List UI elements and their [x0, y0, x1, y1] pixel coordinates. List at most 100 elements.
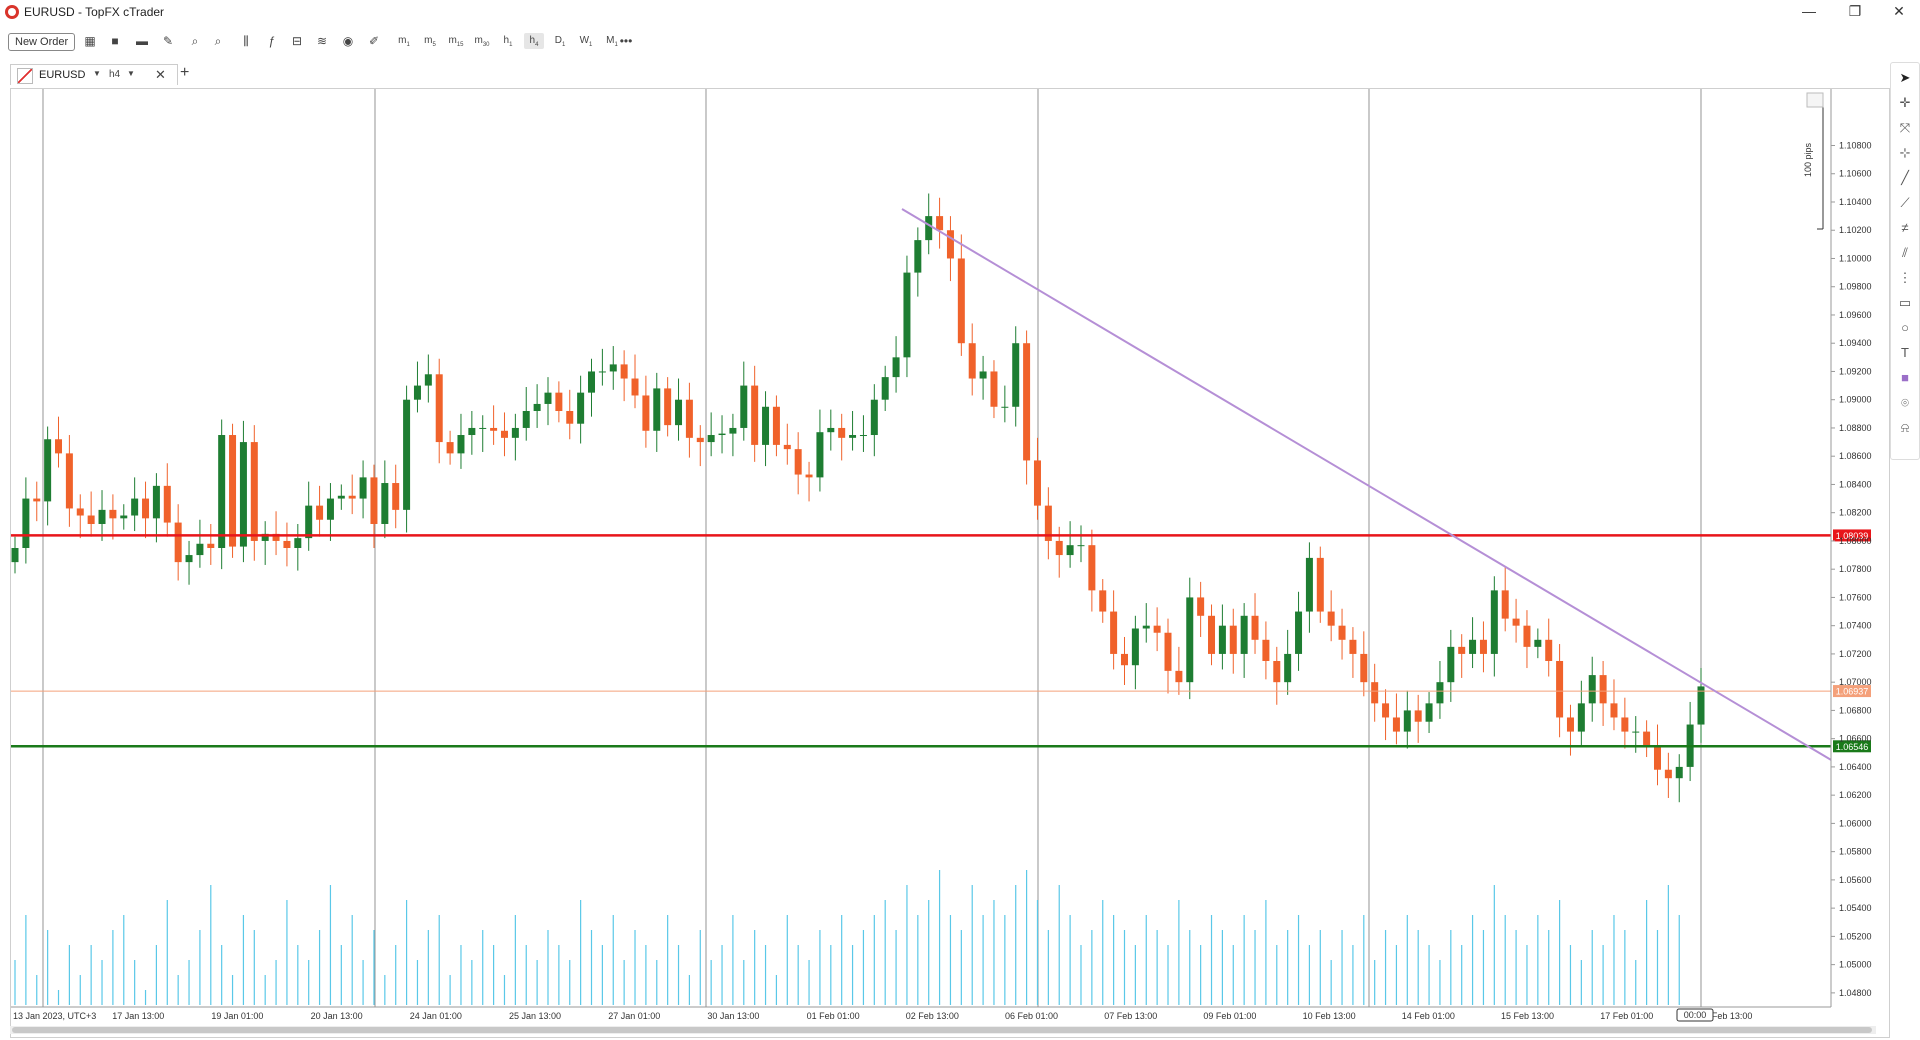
candle-body	[22, 498, 30, 548]
tab-close-icon[interactable]: ✕	[155, 67, 166, 82]
candle-body	[555, 392, 563, 412]
drawing-edit-icon[interactable]: ✐	[368, 34, 380, 48]
candle-body	[968, 343, 976, 379]
more-options-icon[interactable]: •••	[619, 34, 633, 48]
candle-body	[152, 485, 160, 519]
time-tick-label: 06 Feb 01:00	[1005, 1011, 1058, 1021]
candle-body	[435, 374, 443, 443]
cursor-icon[interactable]: ➤	[1899, 70, 1911, 85]
layers-icon[interactable]: ≋	[316, 34, 328, 48]
grid-icon[interactable]: ⋮	[1898, 270, 1912, 285]
price-tick-label: 1.06000	[1839, 818, 1872, 828]
pip-ruler-label: 100 pips	[1803, 142, 1813, 177]
timeframe-D1-button[interactable]: D1	[554, 35, 566, 48]
candle-body	[316, 505, 324, 520]
candle-body	[522, 411, 530, 428]
crosshair-icon[interactable]: ✛	[1899, 95, 1911, 110]
candle-body	[326, 498, 334, 520]
timeframe-dropdown-icon[interactable]: ▼	[127, 69, 135, 78]
candle-body	[511, 427, 519, 438]
pointer-icon[interactable]: ⊹	[1899, 145, 1911, 160]
time-tick-label: 17 Jan 13:00	[112, 1011, 164, 1021]
circle-icon[interactable]: ○	[1901, 320, 1909, 335]
trendline-icon[interactable]: ╱	[1901, 170, 1909, 185]
timeframe-m5-button[interactable]: m5	[424, 35, 436, 48]
time-tick-label: 13 Jan 2023, UTC+3	[13, 1011, 96, 1021]
price-tick-label: 1.09600	[1839, 310, 1872, 320]
chart-type-icon[interactable]: ⫼	[243, 34, 249, 48]
close-button[interactable]: ✕	[1893, 3, 1905, 19]
timeframe-m15-button[interactable]: m15	[448, 35, 464, 48]
timeframe-m1-button[interactable]: m1	[398, 35, 410, 48]
camera-icon[interactable]: ⌾	[1901, 395, 1909, 410]
candle-body	[1447, 646, 1455, 683]
eye-icon[interactable]: ◉	[342, 34, 354, 48]
time-tick-label: 01 Feb 01:00	[807, 1011, 860, 1021]
price-tick-label: 1.08000	[1839, 536, 1872, 546]
layout-grid-icon[interactable]: ▦	[84, 34, 96, 48]
candle-body	[1240, 615, 1248, 654]
candle-body	[1436, 682, 1444, 704]
scrollbar-thumb[interactable]	[12, 1027, 1872, 1033]
candle-body	[1523, 625, 1531, 647]
time-tick-label: 02 Feb 13:00	[906, 1011, 959, 1021]
chart-scrollbar[interactable]	[10, 1026, 1876, 1034]
zoom-in-icon[interactable]: ⌕	[191, 34, 199, 48]
candle-body	[816, 432, 824, 478]
zoom-icon[interactable]: ⤧	[1899, 120, 1911, 135]
candle-body	[1621, 717, 1629, 732]
time-tick-label: 30 Jan 13:00	[707, 1011, 759, 1021]
single-chart-icon[interactable]: ■	[111, 34, 119, 48]
candle-body	[979, 371, 987, 379]
candle-body	[185, 555, 193, 563]
minimize-button[interactable]: —	[1802, 3, 1816, 19]
candle-body	[1469, 639, 1477, 654]
price-tick-label: 1.07600	[1839, 592, 1872, 602]
ray-icon[interactable]: ⟋	[1900, 195, 1910, 210]
candle-body	[1273, 660, 1281, 683]
add-tab-button[interactable]: +	[180, 64, 190, 81]
candle-body	[1675, 766, 1683, 779]
new-order-button[interactable]: New Order	[8, 33, 76, 51]
timeframe-M1-button[interactable]: M1	[606, 35, 618, 48]
candle-body	[1001, 406, 1009, 408]
indicator-icon[interactable]: ƒ	[268, 34, 276, 48]
split-chart-icon[interactable]: ▬	[136, 34, 148, 48]
candle-body	[196, 543, 204, 556]
time-tick-label: 24 Jan 01:00	[410, 1011, 462, 1021]
price-tick-label: 1.05800	[1839, 847, 1872, 857]
candle-body	[1066, 545, 1074, 556]
price-chart[interactable]: 1.08039 1.06937 1.06546 1.10800 1.10600 1.104…	[11, 89, 1889, 1037]
time-tick-label: 19 Jan 01:00	[211, 1011, 263, 1021]
channel-icon[interactable]: ≠	[1901, 220, 1909, 235]
candle-body	[490, 427, 498, 431]
alert-icon[interactable]: ⍾	[1900, 420, 1910, 435]
candle-body	[881, 377, 889, 400]
cbot-icon[interactable]: ⊟	[291, 34, 303, 48]
chart-area[interactable]: 1.08039 1.06937 1.06546 1.10800 1.10600 1.104…	[10, 88, 1890, 1038]
fibonacci-icon[interactable]: ⫽	[1902, 245, 1908, 260]
chart-tab-eurusd[interactable]: EURUSD ▼ h4 ▼ ✕	[10, 64, 178, 85]
candle-body	[925, 216, 933, 241]
timeframe-h4-button[interactable]: h4	[524, 33, 544, 49]
price-tick-label: 1.09200	[1839, 366, 1872, 376]
text-icon[interactable]: T	[1901, 345, 1909, 360]
rectangle-icon[interactable]: ▭	[1898, 295, 1912, 310]
price-tick-label: 1.07200	[1839, 649, 1872, 659]
timeframe-m30-button[interactable]: m30	[474, 35, 490, 48]
candle-body	[44, 439, 52, 502]
edit-chart-icon[interactable]: ✎	[162, 34, 174, 48]
color-icon[interactable]: ■	[1901, 370, 1909, 385]
candle-body	[261, 533, 269, 541]
zoom-out-icon[interactable]: ⌕	[214, 34, 222, 48]
candle-body	[1175, 670, 1183, 683]
maximize-button[interactable]: ❐	[1848, 3, 1862, 19]
candle-body	[392, 483, 400, 510]
candle-body	[1218, 625, 1226, 654]
timeframe-W1-button[interactable]: W1	[579, 35, 593, 48]
timeframe-h1-button[interactable]: h1	[503, 35, 513, 48]
candle-body	[1284, 653, 1292, 683]
price-tick-label: 1.05400	[1839, 903, 1872, 913]
candle-body	[751, 385, 759, 445]
symbol-dropdown-icon[interactable]: ▼	[93, 69, 101, 78]
